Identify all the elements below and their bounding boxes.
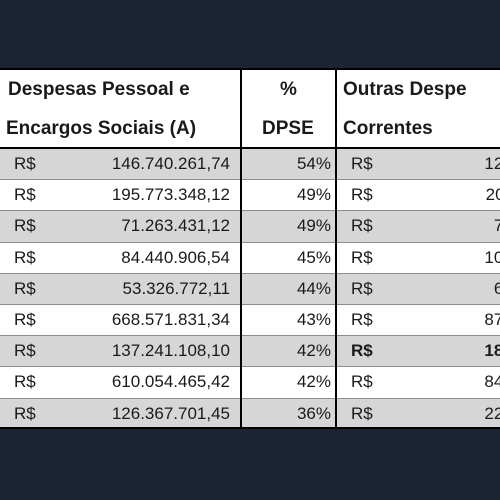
currency-cell: R$ xyxy=(336,179,403,212)
percent-cell: 44% xyxy=(241,273,337,305)
amount-cell: 104.948.1 xyxy=(403,242,500,274)
amount-cell: 137.241.108,10 xyxy=(67,335,242,368)
currency-cell: R$ xyxy=(0,210,67,243)
header-personnel-expenses-line2: Encargos Sociais (A) xyxy=(0,110,242,149)
currency-cell: R$ xyxy=(336,210,403,243)
percent-cell: 45% xyxy=(241,242,337,274)
amount-cell: 195.773.348,12 xyxy=(67,179,242,212)
currency-cell: R$ xyxy=(336,366,403,399)
percent-cell: 49% xyxy=(241,179,337,212)
amount-cell: 71.263.431,12 xyxy=(67,210,242,243)
currency-cell: R$ xyxy=(0,398,67,427)
spreadsheet-table: Despesas Pessoal e % Outras Despe Encarg… xyxy=(0,68,500,429)
currency-cell: R$ xyxy=(336,304,403,337)
percent-cell: 43% xyxy=(241,304,337,337)
percent-cell: 42% xyxy=(241,335,337,368)
table-row: R$ 137.241.108,10 42% R$ 186.961.4 xyxy=(0,335,500,368)
expenses-table: Despesas Pessoal e % Outras Despe Encarg… xyxy=(0,70,500,427)
amount-cell: 186.961.4 xyxy=(403,335,500,368)
currency-cell: R$ xyxy=(336,148,403,181)
amount-cell: 68.736.2 xyxy=(403,273,500,305)
percent-cell: 42% xyxy=(241,366,337,399)
table-row: R$ 195.773.348,12 49% R$ 204.311.8 xyxy=(0,179,500,212)
amount-cell: 126.367.701,45 xyxy=(67,398,242,427)
currency-cell: R$ xyxy=(336,273,403,305)
amount-cell: 872.682.8 xyxy=(403,304,500,337)
amount-cell: 126.347.7 xyxy=(403,148,500,181)
currency-cell: R$ xyxy=(0,273,67,305)
amount-cell: 668.571.831,34 xyxy=(67,304,242,337)
table-row: R$ 71.263.431,12 49% R$ 75.090.9 xyxy=(0,210,500,243)
currency-cell: R$ xyxy=(0,304,67,337)
currency-cell: R$ xyxy=(0,335,67,368)
table-row: R$ 146.740.261,74 54% R$ 126.347.7 xyxy=(0,148,500,181)
table-row: R$ 53.326.772,11 44% R$ 68.736.2 xyxy=(0,273,500,305)
amount-cell: 840.654.6 xyxy=(403,366,500,399)
table-row: R$ 668.571.831,34 43% R$ 872.682.8 xyxy=(0,304,500,337)
header-other-expenses-line1: Outras Despe xyxy=(343,79,467,100)
currency-cell: R$ xyxy=(336,242,403,274)
percent-cell: 49% xyxy=(241,210,337,243)
currency-cell: R$ xyxy=(336,335,403,368)
table-row: R$ 610.054.465,42 42% R$ 840.654.6 xyxy=(0,366,500,399)
currency-cell: R$ xyxy=(0,366,67,399)
table-row: R$ 126.367.701,45 36% R$ 225.930.6 xyxy=(0,398,500,427)
header-percent-line2: DPSE xyxy=(241,110,337,149)
amount-cell: 84.440.906,54 xyxy=(67,242,242,274)
table-row: R$ 84.440.906,54 45% R$ 104.948.1 xyxy=(0,242,500,274)
currency-cell: R$ xyxy=(336,398,403,427)
amount-cell: 204.311.8 xyxy=(403,179,500,212)
amount-cell: 53.326.772,11 xyxy=(67,273,242,305)
amount-cell: 75.090.9 xyxy=(403,210,500,243)
amount-cell: 225.930.6 xyxy=(403,398,500,427)
amount-cell: 146.740.261,74 xyxy=(67,148,242,181)
currency-cell: R$ xyxy=(0,148,67,181)
currency-cell: R$ xyxy=(0,242,67,274)
currency-cell: R$ xyxy=(0,179,67,212)
header-percent-line1: % xyxy=(241,70,337,110)
header-other-expenses-line2: Correntes xyxy=(336,110,500,149)
amount-cell: 610.054.465,42 xyxy=(67,366,242,399)
header-personnel-expenses-line1: Despesas Pessoal e xyxy=(0,70,242,110)
percent-cell: 54% xyxy=(241,148,337,181)
percent-cell: 36% xyxy=(241,398,337,427)
